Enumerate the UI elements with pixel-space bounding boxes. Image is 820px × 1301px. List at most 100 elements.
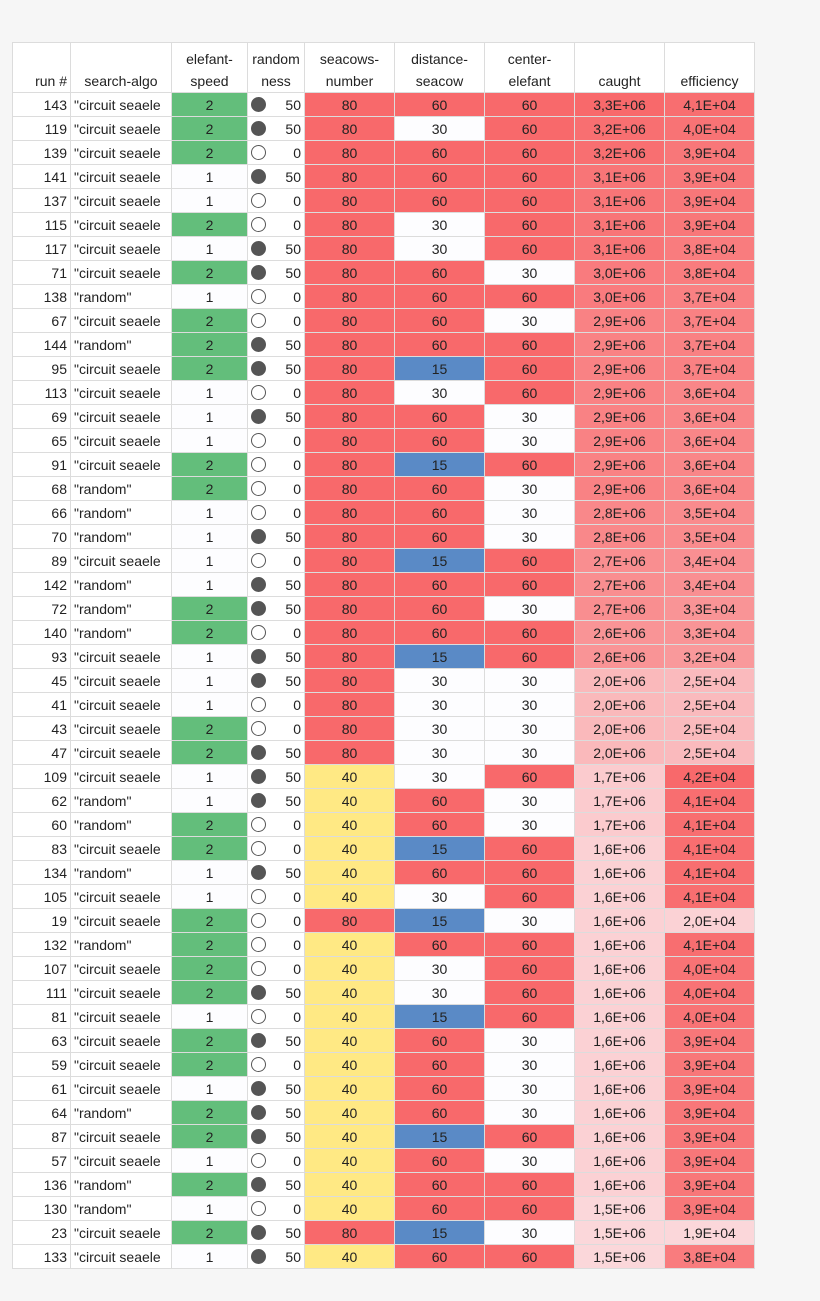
cell-efficiency[interactable]: 3,9E+04 xyxy=(664,1052,755,1077)
cell-seacows-number[interactable]: 80 xyxy=(304,428,395,453)
cell-seacows-number[interactable]: 40 xyxy=(304,860,395,885)
cell-center-elefant[interactable]: 30 xyxy=(484,668,575,693)
cell-elefant-speed[interactable]: 1 xyxy=(171,236,248,261)
cell-center-elefant[interactable]: 60 xyxy=(484,452,575,477)
cell-distance-seacow[interactable]: 15 xyxy=(394,1004,485,1029)
cell-caught[interactable]: 2,8E+06 xyxy=(574,500,665,525)
cell-run[interactable]: 68 xyxy=(12,476,71,501)
cell-seacows-number[interactable]: 80 xyxy=(304,452,395,477)
cell-search-algo[interactable]: "circuit seaele xyxy=(70,956,172,981)
cell-distance-seacow[interactable]: 15 xyxy=(394,548,485,573)
cell-run[interactable]: 62 xyxy=(12,788,71,813)
cell-efficiency[interactable]: 4,1E+04 xyxy=(664,860,755,885)
cell-caught[interactable]: 1,6E+06 xyxy=(574,1100,665,1125)
cell-center-elefant[interactable]: 30 xyxy=(484,692,575,717)
cell-search-algo[interactable]: "random" xyxy=(70,524,172,549)
cell-randomness[interactable]: 50 xyxy=(247,860,305,885)
cell-caught[interactable]: 1,6E+06 xyxy=(574,860,665,885)
cell-caught[interactable]: 2,9E+06 xyxy=(574,476,665,501)
cell-run[interactable]: 142 xyxy=(12,572,71,597)
cell-seacows-number[interactable]: 40 xyxy=(304,956,395,981)
cell-caught[interactable]: 1,5E+06 xyxy=(574,1244,665,1269)
cell-elefant-speed[interactable]: 2 xyxy=(171,452,248,477)
cell-search-algo[interactable]: "random" xyxy=(70,596,172,621)
cell-randomness[interactable]: 50 xyxy=(247,404,305,429)
cell-search-algo[interactable]: "circuit seaele xyxy=(70,1148,172,1173)
cell-center-elefant[interactable]: 60 xyxy=(484,884,575,909)
cell-seacows-number[interactable]: 80 xyxy=(304,692,395,717)
cell-randomness[interactable]: 50 xyxy=(247,260,305,285)
cell-search-algo[interactable]: "random" xyxy=(70,812,172,837)
cell-center-elefant[interactable]: 60 xyxy=(484,1196,575,1221)
cell-run[interactable]: 83 xyxy=(12,836,71,861)
cell-caught[interactable]: 1,6E+06 xyxy=(574,908,665,933)
cell-distance-seacow[interactable]: 60 xyxy=(394,164,485,189)
cell-elefant-speed[interactable]: 1 xyxy=(171,1196,248,1221)
cell-randomness[interactable]: 50 xyxy=(247,668,305,693)
cell-efficiency[interactable]: 4,1E+04 xyxy=(664,884,755,909)
cell-randomness[interactable]: 0 xyxy=(247,308,305,333)
cell-seacows-number[interactable]: 80 xyxy=(304,308,395,333)
cell-randomness[interactable]: 0 xyxy=(247,500,305,525)
cell-search-algo[interactable]: "random" xyxy=(70,1196,172,1221)
cell-seacows-number[interactable]: 40 xyxy=(304,812,395,837)
cell-distance-seacow[interactable]: 60 xyxy=(394,1100,485,1125)
cell-elefant-speed[interactable]: 1 xyxy=(171,788,248,813)
cell-caught[interactable]: 3,1E+06 xyxy=(574,188,665,213)
cell-elefant-speed[interactable]: 2 xyxy=(171,1052,248,1077)
cell-elefant-speed[interactable]: 1 xyxy=(171,380,248,405)
cell-center-elefant[interactable]: 60 xyxy=(484,980,575,1005)
cell-elefant-speed[interactable]: 2 xyxy=(171,1100,248,1125)
cell-seacows-number[interactable]: 80 xyxy=(304,1220,395,1245)
cell-search-algo[interactable]: "circuit seaele xyxy=(70,716,172,741)
cell-seacows-number[interactable]: 80 xyxy=(304,620,395,645)
cell-center-elefant[interactable]: 60 xyxy=(484,644,575,669)
cell-seacows-number[interactable]: 40 xyxy=(304,884,395,909)
cell-elefant-speed[interactable]: 1 xyxy=(171,860,248,885)
cell-randomness[interactable]: 0 xyxy=(247,1148,305,1173)
cell-run[interactable]: 45 xyxy=(12,668,71,693)
cell-elefant-speed[interactable]: 2 xyxy=(171,1172,248,1197)
cell-distance-seacow[interactable]: 60 xyxy=(394,620,485,645)
cell-elefant-speed[interactable]: 2 xyxy=(171,812,248,837)
cell-center-elefant[interactable]: 30 xyxy=(484,908,575,933)
cell-randomness[interactable]: 50 xyxy=(247,788,305,813)
cell-seacows-number[interactable]: 80 xyxy=(304,380,395,405)
cell-distance-seacow[interactable]: 60 xyxy=(394,332,485,357)
cell-search-algo[interactable]: "circuit seaele xyxy=(70,548,172,573)
cell-randomness[interactable]: 0 xyxy=(247,548,305,573)
cell-efficiency[interactable]: 3,9E+04 xyxy=(664,1076,755,1101)
cell-distance-seacow[interactable]: 60 xyxy=(394,1244,485,1269)
cell-efficiency[interactable]: 3,4E+04 xyxy=(664,548,755,573)
cell-seacows-number[interactable]: 80 xyxy=(304,188,395,213)
cell-efficiency[interactable]: 3,7E+04 xyxy=(664,308,755,333)
cell-elefant-speed[interactable]: 1 xyxy=(171,284,248,309)
cell-seacows-number[interactable]: 80 xyxy=(304,284,395,309)
cell-efficiency[interactable]: 3,4E+04 xyxy=(664,572,755,597)
cell-run[interactable]: 130 xyxy=(12,1196,71,1221)
cell-caught[interactable]: 2,8E+06 xyxy=(574,524,665,549)
cell-search-algo[interactable]: "random" xyxy=(70,1100,172,1125)
cell-efficiency[interactable]: 2,5E+04 xyxy=(664,716,755,741)
cell-search-algo[interactable]: "random" xyxy=(70,620,172,645)
cell-distance-seacow[interactable]: 60 xyxy=(394,1052,485,1077)
cell-randomness[interactable]: 50 xyxy=(247,164,305,189)
cell-caught[interactable]: 3,1E+06 xyxy=(574,236,665,261)
cell-seacows-number[interactable]: 40 xyxy=(304,1244,395,1269)
cell-center-elefant[interactable]: 60 xyxy=(484,92,575,117)
cell-caught[interactable]: 1,6E+06 xyxy=(574,1004,665,1029)
cell-elefant-speed[interactable]: 1 xyxy=(171,428,248,453)
cell-search-algo[interactable]: "random" xyxy=(70,860,172,885)
cell-elefant-speed[interactable]: 1 xyxy=(171,668,248,693)
cell-distance-seacow[interactable]: 30 xyxy=(394,668,485,693)
cell-randomness[interactable]: 0 xyxy=(247,1052,305,1077)
cell-randomness[interactable]: 0 xyxy=(247,884,305,909)
cell-center-elefant[interactable]: 60 xyxy=(484,620,575,645)
cell-efficiency[interactable]: 3,6E+04 xyxy=(664,452,755,477)
cell-center-elefant[interactable]: 60 xyxy=(484,356,575,381)
cell-randomness[interactable]: 50 xyxy=(247,332,305,357)
column-header-search-algo[interactable]: search-algo xyxy=(70,42,172,93)
cell-center-elefant[interactable]: 60 xyxy=(484,164,575,189)
cell-caught[interactable]: 1,5E+06 xyxy=(574,1196,665,1221)
cell-distance-seacow[interactable]: 60 xyxy=(394,596,485,621)
